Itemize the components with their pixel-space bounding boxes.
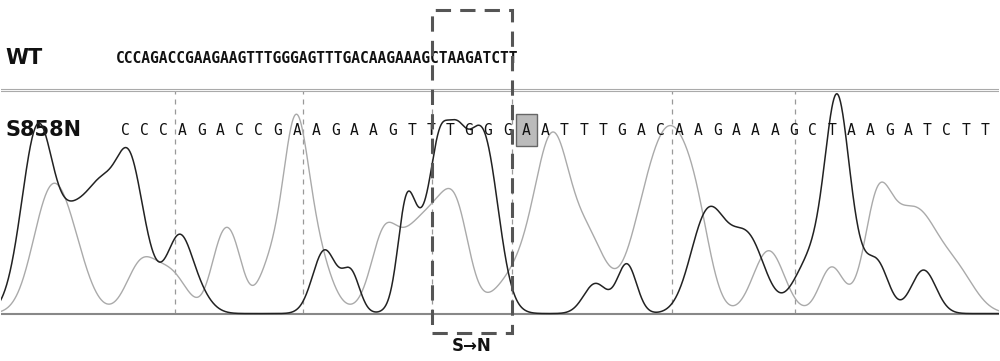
Text: G: G [713,123,722,138]
Text: T: T [923,123,932,138]
Text: C: C [140,123,149,138]
Text: T: T [980,123,989,138]
Text: A: A [694,123,703,138]
Text: T: T [579,123,588,138]
Bar [432,10,512,333]
Text: G: G [274,123,282,138]
Text: G: G [331,123,340,138]
Text: A: A [350,123,359,138]
Text: G: G [484,123,492,138]
Text: C: C [808,123,817,138]
Text: G: G [197,123,206,138]
Text: T: T [828,123,836,138]
Text: T: T [445,123,454,138]
Text: C: C [159,123,168,138]
Text: A: A [732,123,741,138]
Text: G: G [503,123,512,138]
Text: G: G [617,123,626,138]
Text: T: T [426,123,435,138]
Text: A: A [369,123,378,138]
Text: T: T [598,123,607,138]
Text: C: C [656,123,664,138]
Text: A: A [293,123,301,138]
Text: C: C [235,123,244,138]
Text: A: A [522,123,531,138]
Text: CCCAGACCGAAGAAGTTTGGGAGTTTGACAAGAAAGCTAAGATCTT: CCCAGACCGAAGAAGTTTGGGAGTTTGACAAGAAAGCTAA… [116,51,518,66]
Text: A: A [847,123,855,138]
Text: A: A [904,123,913,138]
Text: A: A [216,123,225,138]
Text: G: G [388,123,397,138]
Text: A: A [541,123,550,138]
Text: C: C [121,123,129,138]
Text: C: C [942,123,951,138]
Text: S858N: S858N [6,120,82,140]
Text: A: A [770,123,779,138]
Text: A: A [751,123,760,138]
Text: A: A [866,123,875,138]
Text: G: G [885,123,894,138]
Text: WT: WT [6,48,43,68]
Text: A: A [637,123,645,138]
Text: T: T [961,123,970,138]
Text: T: T [407,123,416,138]
Text: G: G [465,123,473,138]
Text: C: C [254,123,263,138]
Text: G: G [789,123,798,138]
Text: A: A [312,123,321,138]
Text: A: A [675,123,683,138]
Bar [516,114,537,146]
Text: S→N: S→N [452,337,492,355]
Text: A: A [178,123,187,138]
Text: T: T [560,123,569,138]
